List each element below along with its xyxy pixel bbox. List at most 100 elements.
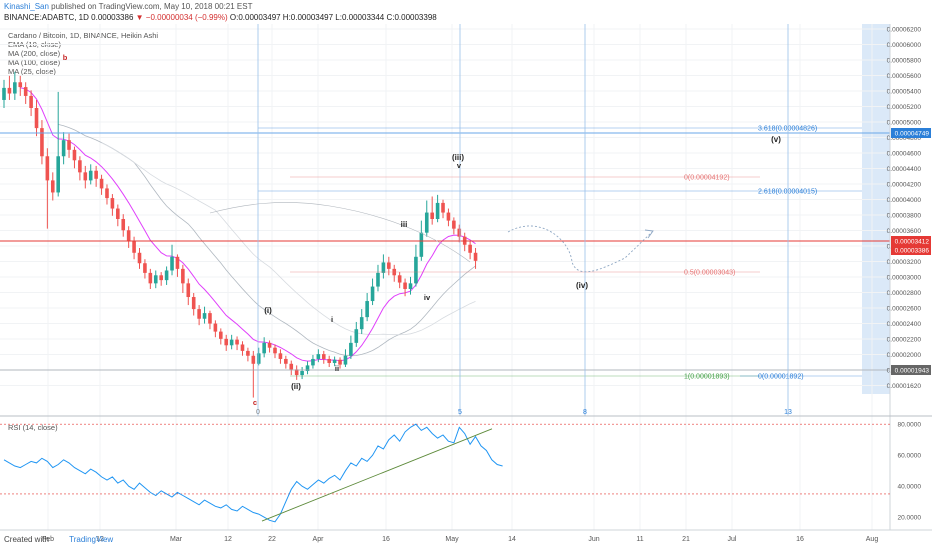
candle-body — [45, 156, 50, 181]
candle-body — [34, 108, 39, 129]
price-tag-label: 0.00003412 — [895, 239, 930, 246]
wave-label: ii — [335, 364, 339, 373]
candle-body — [262, 342, 266, 354]
candle-body — [88, 170, 93, 181]
candle-body — [202, 313, 207, 319]
series-title[interactable]: Cardano / Bitcoin, 1D, BINANCE, Heikin A… — [8, 31, 159, 40]
symbol-line: BINANCE:ADABTC, 1D 0.00003386 ▼ −0.00000… — [4, 13, 437, 22]
ema10-line — [20, 87, 476, 362]
candle-body — [311, 358, 315, 366]
fib-level-label: 1(0.00001893) — [684, 374, 730, 381]
candle-body — [83, 172, 88, 181]
y-tick-label: 0.00002200 — [887, 337, 922, 344]
candle-body — [354, 329, 359, 343]
candle-body — [452, 220, 456, 229]
last-price: 0.00003386 — [91, 13, 134, 22]
author-link[interactable]: Kinashi_San — [4, 2, 49, 11]
x-tick-label: Jul — [728, 536, 737, 543]
y-tick-label: 0.00005600 — [887, 73, 922, 80]
price-tag — [891, 236, 931, 246]
candle-body — [343, 355, 348, 365]
x-tick-label: Aug — [866, 536, 879, 543]
candle-body — [419, 232, 424, 257]
candle-body — [13, 82, 17, 94]
candle-body — [72, 149, 77, 161]
y-tick-label: 0.00005800 — [887, 58, 922, 65]
candle-body — [370, 286, 375, 302]
candle-body — [376, 272, 380, 287]
ma100-line — [101, 142, 476, 336]
candle-body — [321, 354, 326, 359]
wave-label: (v) — [771, 135, 781, 144]
candle-body — [457, 228, 462, 237]
wave-label: iv — [424, 293, 431, 302]
y-tick-label: 0.00003000 — [887, 275, 922, 282]
price-tag-label: 0.00003386 — [895, 248, 930, 255]
candle-body — [213, 323, 218, 332]
y-tick-label: 0.00002000 — [887, 352, 922, 359]
candle-body — [126, 230, 131, 242]
candle-body — [40, 128, 44, 157]
y-tick-label: 0.00005200 — [887, 104, 922, 111]
candle-body — [273, 347, 277, 354]
created-with-text: Created with — [4, 535, 49, 544]
x-tick-label: 22 — [268, 536, 276, 543]
y-tick-label: 0.00003600 — [887, 228, 922, 235]
candle-body — [435, 202, 440, 219]
publish-info: published on TradingView.com, May 10, 20… — [51, 2, 253, 11]
ma100-legend[interactable]: MA (100, close) — [8, 58, 61, 67]
time-fib-label: 5 — [458, 409, 462, 416]
candle-body — [224, 338, 229, 346]
candle-body — [446, 212, 451, 221]
candle-body — [61, 140, 66, 157]
fib-level-label: 0(0.00001892) — [758, 374, 804, 381]
rsi-tick-label: 60.0000 — [898, 453, 922, 460]
x-tick-label: 11 — [636, 536, 643, 543]
x-tick-label: 21 — [682, 536, 690, 543]
price-tag — [891, 128, 931, 138]
candle-body — [56, 156, 60, 193]
candle-body — [137, 252, 142, 264]
wave-label: b — [63, 53, 68, 62]
wave-label: i — [331, 315, 333, 324]
y-tick-label: 0.00006000 — [887, 42, 922, 49]
x-tick-label: Jun — [588, 536, 599, 543]
tradingview-brand[interactable]: TradingView — [69, 535, 114, 544]
time-fib-label: 13 — [784, 409, 792, 416]
candle-body — [397, 275, 402, 283]
candle-body — [148, 272, 153, 284]
x-tick-label: Mar — [170, 536, 183, 543]
candle-body — [116, 208, 120, 219]
candle-body — [430, 212, 434, 219]
x-tick-label: 16 — [382, 536, 390, 543]
candle-body — [143, 263, 147, 273]
publish-line: Kinashi_San published on TradingView.com… — [4, 2, 252, 11]
candle-body — [197, 309, 201, 319]
ma200-legend[interactable]: MA (200, close) — [8, 49, 61, 58]
candle-body — [7, 87, 12, 94]
candle-body — [235, 339, 239, 345]
projection-path — [507, 225, 653, 273]
candle-body — [473, 252, 478, 261]
candle-body — [332, 359, 337, 363]
candle-body — [29, 95, 33, 108]
rsi-trendline — [261, 428, 493, 522]
candle-body — [132, 241, 136, 253]
rsi-tick-label: 80.0000 — [898, 422, 922, 429]
candle-body — [359, 317, 364, 330]
y-tick-label: 0.00003800 — [887, 213, 922, 220]
candle-body — [240, 344, 245, 351]
y-tick-label: 0.00002400 — [887, 321, 922, 328]
x-tick-label: 16 — [796, 536, 804, 543]
y-tick-label: 0.00003200 — [887, 259, 922, 266]
wave-label: v — [457, 161, 462, 170]
price-tag-label: 0.00001943 — [895, 368, 930, 375]
candle-body — [153, 275, 158, 284]
candle-body — [191, 297, 196, 310]
wave-label: (iv) — [576, 281, 588, 290]
candle-body — [289, 363, 294, 370]
candle-body — [256, 353, 261, 364]
ma25-legend[interactable]: MA (25, close) — [8, 67, 56, 76]
ohlc-values: O:0.00003497 H:0.00003497 L:0.00003344 C… — [229, 13, 437, 22]
